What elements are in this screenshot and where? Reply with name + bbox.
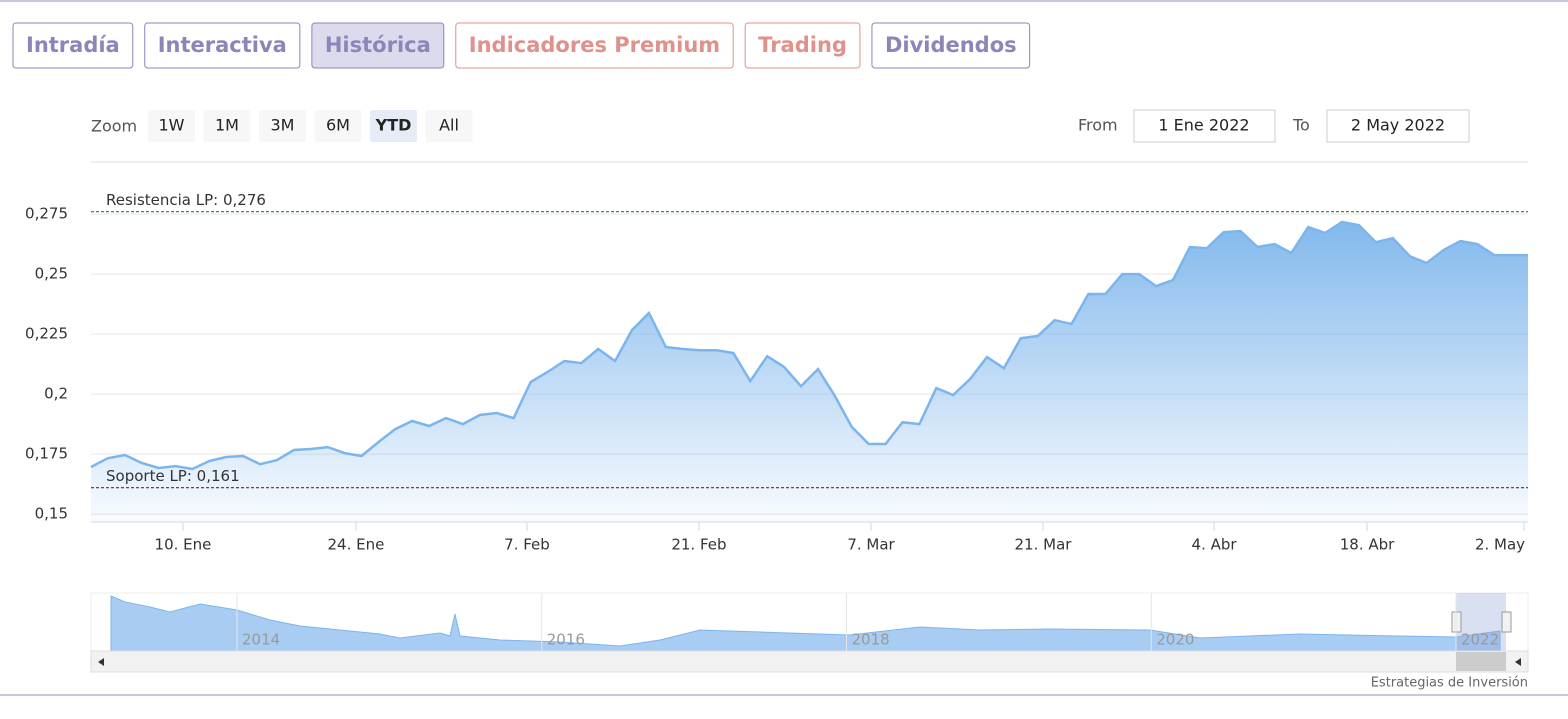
- navigator-label: 2018: [852, 631, 890, 649]
- zoom-button[interactable]: [370, 110, 417, 142]
- x-tick-label: 7. Feb: [504, 536, 550, 554]
- line: [90, 220, 1528, 471]
- zoom-button-label[interactable]: 1W: [159, 116, 185, 135]
- to-label: To: [1292, 116, 1310, 135]
- navigator-label: 2014: [242, 631, 280, 649]
- footer: Estrategias de Inversión: [1371, 676, 1528, 691]
- zoom-button-label[interactable]: 1M: [215, 116, 239, 135]
- tab[interactable]: [871, 22, 1031, 69]
- tab[interactable]: [744, 22, 861, 69]
- x-tick-label: 10. Ene: [155, 536, 212, 554]
- zoom-button[interactable]: [314, 110, 362, 142]
- scrollbar[interactable]: [90, 650, 1529, 673]
- tab-label[interactable]: Intradía: [26, 33, 120, 57]
- navigator-selection[interactable]: [1456, 593, 1506, 651]
- x-tick-label: 2. May: [1475, 536, 1525, 554]
- y-tick-label: 0,225: [25, 325, 68, 343]
- zoom-label: Zoom: [91, 117, 137, 136]
- navigator-label: 2016: [547, 631, 585, 649]
- tab-label[interactable]: Interactiva: [158, 33, 287, 57]
- to-value[interactable]: 2 May 2022: [1351, 116, 1445, 135]
- scrollbar-thumb[interactable]: [1456, 652, 1506, 671]
- tab[interactable]: [12, 22, 134, 69]
- x-tick-label: 21. Mar: [1015, 536, 1073, 554]
- x-tick-label: 18. Abr: [1340, 536, 1395, 554]
- navigator-label: 2022: [1461, 631, 1499, 649]
- area: [91, 222, 1528, 522]
- navigator-series: [110, 595, 1501, 652]
- tab[interactable]: [311, 22, 445, 69]
- from-input[interactable]: [1133, 109, 1276, 143]
- from-label: From: [1078, 116, 1118, 135]
- navigator-label: 2020: [1156, 631, 1194, 649]
- tab[interactable]: [455, 22, 734, 69]
- from-value[interactable]: 1 Ene 2022: [1158, 116, 1249, 135]
- plot-line-label: Resistencia LP: 0,276: [106, 191, 266, 209]
- x-tick-label: 4. Abr: [1192, 536, 1238, 554]
- y-tick-label: 0,275: [25, 205, 68, 223]
- y-tick-label: 0,15: [35, 505, 68, 523]
- zoom-button[interactable]: [259, 110, 306, 142]
- zoom-button-label[interactable]: 6M: [326, 116, 350, 135]
- zoom-button[interactable]: [148, 110, 195, 142]
- x-tick-label: 21. Feb: [671, 536, 726, 554]
- zoom-button-label[interactable]: YTD: [375, 116, 412, 135]
- tab-label[interactable]: Histórica: [325, 33, 431, 57]
- zoom-button-label[interactable]: All: [439, 116, 459, 135]
- y-tick-label: 0,175: [25, 445, 68, 463]
- tab-label[interactable]: Indicadores Premium: [469, 33, 720, 57]
- y-tick-label: 0,2: [44, 385, 68, 403]
- tab-label[interactable]: Trading: [758, 33, 847, 57]
- y-tick-label: 0,25: [35, 265, 68, 283]
- x-tick-label: 7. Mar: [847, 536, 895, 554]
- zoom-button[interactable]: [425, 110, 473, 142]
- to-input[interactable]: [1326, 109, 1470, 143]
- navigator-handle[interactable]: [1501, 611, 1512, 633]
- x-tick-label: 24. Ene: [327, 536, 384, 554]
- plot-line-label: Soporte LP: 0,161: [106, 467, 240, 485]
- zoom-button[interactable]: [203, 110, 251, 142]
- zoom-button-label[interactable]: 3M: [271, 116, 295, 135]
- tab-label[interactable]: Dividendos: [885, 33, 1017, 57]
- tab[interactable]: [144, 22, 301, 69]
